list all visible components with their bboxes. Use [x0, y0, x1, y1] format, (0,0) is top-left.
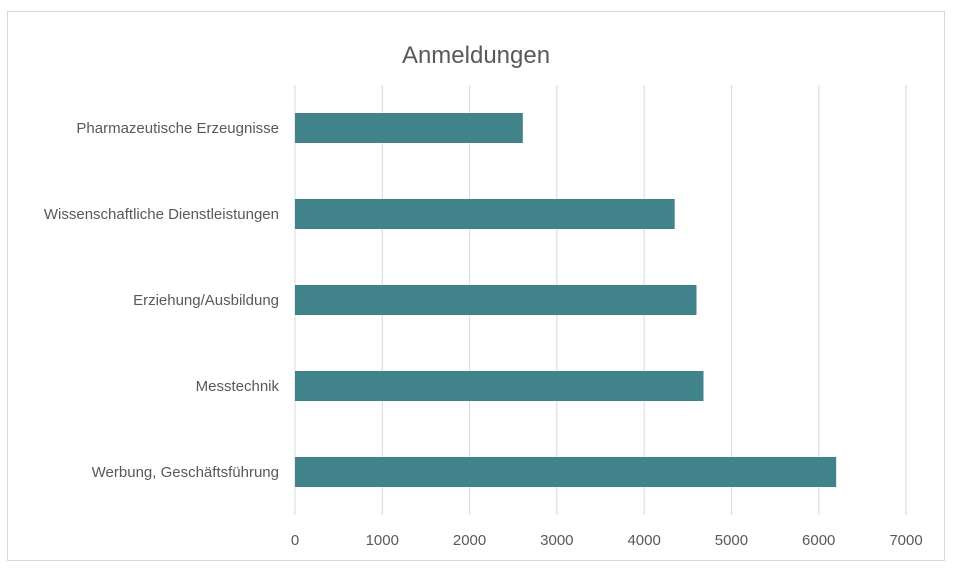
category-label: Erziehung/Ausbildung [133, 292, 279, 309]
bar [295, 457, 836, 487]
x-tick-label: 0 [291, 532, 299, 549]
x-tick-label: 5000 [715, 532, 748, 549]
bar [295, 113, 523, 143]
x-axis-tick-labels: 0 1000 2000 3000 4000 5000 6000 7000 [291, 532, 923, 549]
bar [295, 285, 697, 315]
bar [295, 371, 703, 401]
category-label: Pharmazeutische Erzeugnisse [76, 120, 279, 137]
x-tick-label: 7000 [889, 532, 922, 549]
x-tick-label: 1000 [366, 532, 399, 549]
category-label: Wissenschaftliche Dienstleistungen [44, 206, 279, 223]
x-tick-label: 4000 [627, 532, 660, 549]
x-tick-label: 6000 [802, 532, 835, 549]
bars [295, 113, 836, 487]
x-tick-label: 3000 [540, 532, 573, 549]
category-labels: Pharmazeutische Erzeugnisse Wissenschaftl… [44, 120, 280, 481]
category-label: Werbung, Geschäftsführung [92, 464, 279, 481]
x-tick-label: 2000 [453, 532, 486, 549]
bar [295, 199, 675, 229]
category-label: Messtechnik [196, 378, 280, 395]
